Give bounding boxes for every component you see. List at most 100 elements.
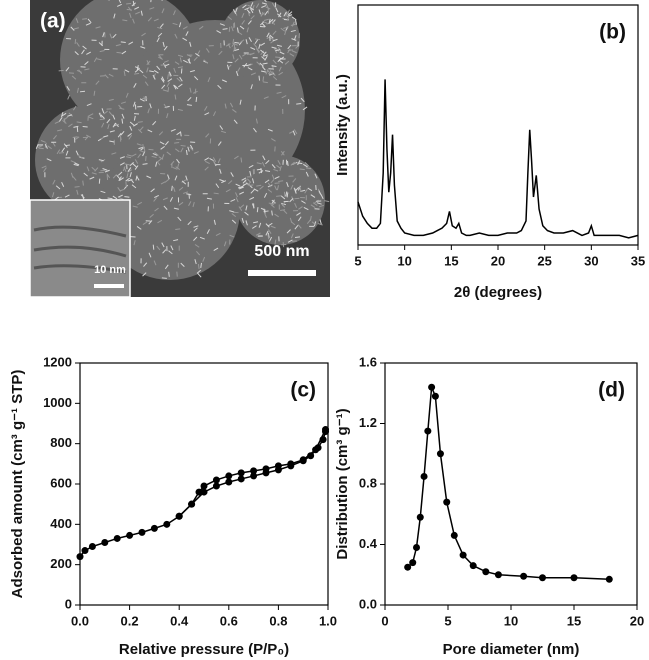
data-point	[238, 469, 245, 476]
y-tick-label: 400	[50, 516, 72, 531]
data-point	[424, 428, 431, 435]
data-point	[428, 384, 435, 391]
data-point	[520, 573, 527, 580]
x-tick-label: 20	[491, 253, 505, 268]
x-tick-label: 20	[630, 613, 644, 628]
x-tick-label: 0.6	[220, 613, 238, 628]
texture-flake	[257, 207, 258, 212]
data-point	[81, 547, 88, 554]
panel-label: (d)	[598, 379, 625, 402]
x-axis-label: Pore diameter (nm)	[443, 641, 580, 658]
panel-label: (b)	[599, 21, 626, 44]
data-point	[225, 472, 232, 479]
texture-flake	[149, 149, 154, 150]
data-point	[225, 478, 232, 485]
x-axis-label: 2θ (degrees)	[454, 284, 542, 301]
x-tick-label: 0	[381, 613, 388, 628]
data-point	[437, 450, 444, 457]
x-tick-label: 30	[584, 253, 598, 268]
y-tick-label: 600	[50, 475, 72, 490]
data-point	[139, 529, 146, 536]
texture-flake	[255, 39, 260, 40]
x-tick-label: 0.0	[71, 613, 89, 628]
x-tick-label: 15	[567, 613, 581, 628]
data-point	[250, 467, 257, 474]
texture-flake	[295, 237, 300, 238]
texture-flake	[175, 229, 180, 230]
x-tick-label: 0.2	[121, 613, 139, 628]
data-point	[151, 525, 158, 532]
texture-flake	[122, 119, 123, 124]
x-tick-label: 0.8	[269, 613, 287, 628]
y-tick-label: 0.4	[359, 536, 378, 551]
data-point	[163, 521, 170, 528]
x-tick-label: 10	[397, 253, 411, 268]
x-tick-label: 0.4	[170, 613, 189, 628]
x-tick-label: 15	[444, 253, 458, 268]
y-tick-label: 800	[50, 435, 72, 450]
data-point	[571, 574, 578, 581]
data-point	[606, 576, 613, 583]
data-point	[421, 473, 428, 480]
texture-flake	[65, 145, 70, 146]
data-point	[213, 483, 220, 490]
y-tick-label: 1.2	[359, 415, 377, 430]
texture-flake	[174, 143, 179, 144]
texture-flake	[259, 76, 260, 81]
y-axis-label: Intensity (a.u.)	[334, 74, 351, 176]
data-point	[287, 460, 294, 467]
data-point	[539, 574, 546, 581]
texture-flake	[284, 192, 285, 197]
texture-flake	[39, 148, 44, 149]
data-point	[101, 539, 108, 546]
y-tick-label: 0	[65, 596, 72, 611]
texture-flake	[83, 181, 84, 186]
x-tick-label: 5	[354, 253, 361, 268]
data-point	[196, 489, 203, 496]
texture-flake	[126, 3, 131, 4]
data-point	[322, 426, 329, 433]
texture-flake	[75, 187, 80, 188]
y-axis-label: Adsorbed amount (cm³ g⁻¹ STP)	[9, 370, 26, 599]
data-line	[408, 387, 610, 579]
texture-flake	[80, 91, 85, 92]
data-point	[409, 559, 416, 566]
data-point	[275, 462, 282, 469]
texture-flake	[169, 272, 170, 277]
plot-frame	[358, 5, 638, 245]
y-tick-label: 1000	[43, 395, 72, 410]
texture-flake	[300, 169, 305, 170]
scale-label: 500 nm	[254, 243, 309, 260]
data-point	[77, 553, 84, 560]
y-tick-label: 1200	[43, 354, 72, 369]
figure: 10 nm 500 nm (a) 51015202530352θ (degree…	[0, 0, 649, 660]
y-tick-label: 0.0	[359, 596, 377, 611]
texture-flake	[214, 193, 219, 194]
data-point	[300, 456, 307, 463]
texture-flake	[153, 245, 154, 250]
data-point	[263, 465, 270, 472]
panel-label: (a)	[40, 10, 66, 33]
texture-flake	[116, 52, 121, 53]
data-point	[238, 475, 245, 482]
sem-panel: 10 nm 500 nm (a)	[30, 0, 330, 297]
data-point	[451, 532, 458, 539]
y-axis-label: Distribution (cm³ g⁻¹)	[334, 408, 351, 559]
texture-flake	[263, 76, 264, 81]
texture-flake	[275, 57, 280, 58]
texture-flake	[276, 196, 281, 197]
data-point	[413, 544, 420, 551]
x-tick-label: 10	[504, 613, 518, 628]
texture-flake	[296, 104, 301, 105]
data-point	[114, 535, 121, 542]
x-tick-label: 35	[631, 253, 645, 268]
data-line	[358, 79, 638, 237]
texture-flake	[229, 27, 230, 32]
texture-flake	[287, 161, 288, 166]
y-tick-label: 200	[50, 556, 72, 571]
data-point	[432, 393, 439, 400]
data-point	[213, 476, 220, 483]
texture-flake	[172, 186, 173, 191]
data-point	[482, 568, 489, 575]
data-point	[188, 501, 195, 508]
